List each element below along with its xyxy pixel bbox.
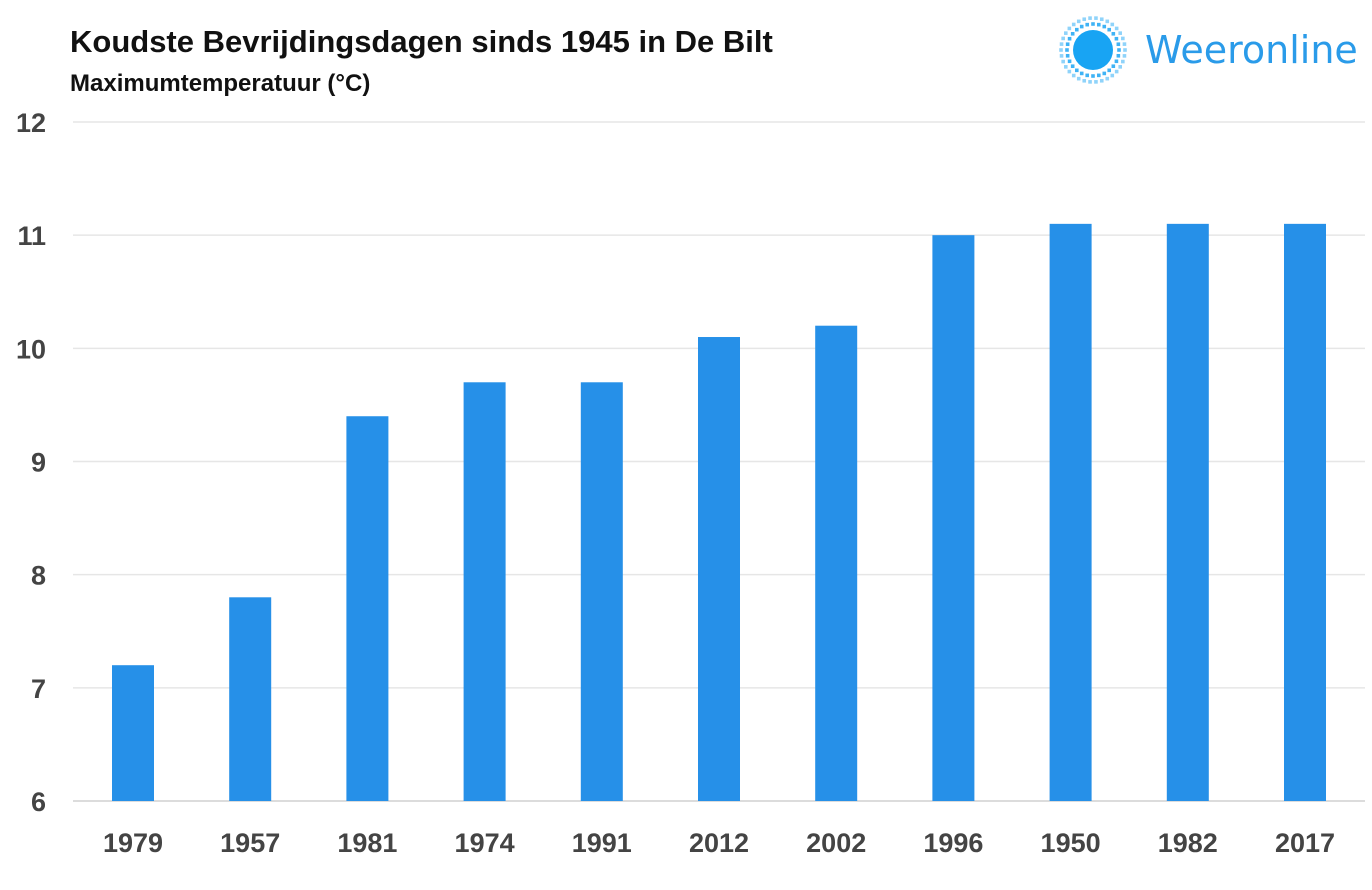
sun-icon: [1059, 16, 1127, 84]
weeronline-logo: Weeronline: [1055, 14, 1365, 86]
y-tick-label: 6: [31, 787, 46, 817]
bar-1957: [229, 597, 272, 801]
y-tick-label: 10: [16, 334, 46, 364]
bar-2002: [815, 325, 858, 801]
x-tick-label: 1957: [220, 828, 280, 858]
logo-text: Weeronline: [1145, 28, 1358, 72]
bar-1991: [580, 382, 623, 801]
x-tick-label: 1982: [1158, 828, 1218, 858]
bar-1982: [1166, 223, 1209, 802]
bar-1974: [463, 382, 506, 801]
chart-subtitle: Maximumtemperatuur (°C): [70, 70, 371, 97]
y-tick-label: 7: [31, 674, 46, 704]
bar-2012: [698, 337, 740, 801]
y-tick-label: 9: [31, 448, 46, 478]
x-tick-label: 1991: [572, 828, 632, 858]
y-axis-tick-labels: 6 7 8 9 10 11 12: [16, 108, 46, 817]
x-tick-label: 1974: [455, 828, 515, 858]
x-tick-label: 1996: [923, 828, 983, 858]
y-tick-label: 8: [31, 561, 46, 591]
y-tick-label: 12: [16, 108, 46, 138]
bars: [112, 223, 1326, 802]
x-tick-label: 2002: [806, 828, 866, 858]
bar-2017: [1284, 223, 1326, 802]
x-tick-label: 2012: [689, 828, 749, 858]
x-tick-label: 1979: [103, 828, 163, 858]
chart-title: Koudste Bevrijdingsdagen sinds 1945 in D…: [70, 24, 773, 59]
bar-1981: [346, 416, 389, 801]
bar-1979: [112, 665, 154, 801]
x-tick-label: 1981: [337, 828, 397, 858]
y-tick-label: 11: [17, 221, 46, 251]
bar-1950: [1049, 223, 1092, 802]
bar-1996: [932, 235, 975, 801]
x-tick-label: 1950: [1041, 828, 1101, 858]
x-tick-label: 2017: [1275, 828, 1335, 858]
x-axis-tick-labels: 1979 1957 1981 1974 1991 2012 2002 1996 1950 1982…: [103, 828, 1335, 858]
